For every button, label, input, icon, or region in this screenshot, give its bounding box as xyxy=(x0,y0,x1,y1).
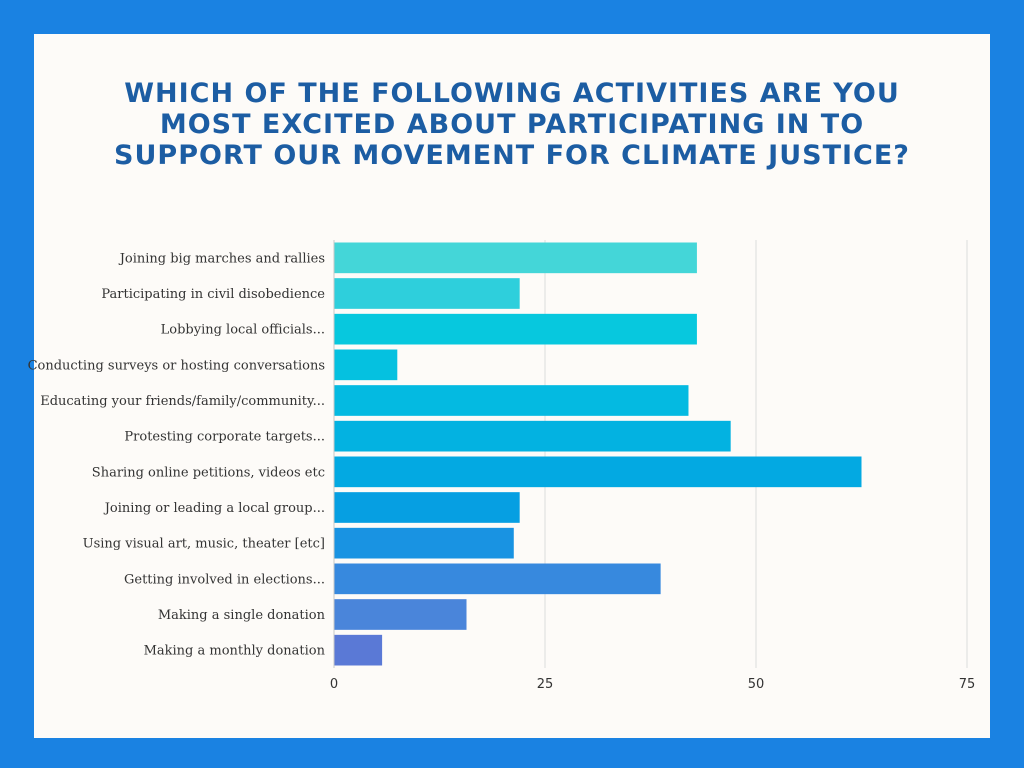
bar xyxy=(334,349,398,381)
category-label: Sharing online petitions, videos etc xyxy=(92,465,325,480)
category-label: Conducting surveys or hosting conversati… xyxy=(28,358,325,373)
category-label: Protesting corporate targets... xyxy=(124,430,325,445)
chart-title: WHICH OF THE FOLLOWING ACTIVITIES ARE YO… xyxy=(34,78,990,171)
chart-title-line-3: SUPPORT OUR MOVEMENT FOR CLIMATE JUSTICE… xyxy=(114,140,910,171)
bar xyxy=(334,242,697,274)
chart-title-line-1: WHICH OF THE FOLLOWING ACTIVITIES ARE YO… xyxy=(124,78,900,109)
category-label: Joining or leading a local group... xyxy=(103,501,325,516)
x-tick-label: 25 xyxy=(537,677,554,692)
bar xyxy=(334,599,467,630)
bar xyxy=(334,420,731,452)
x-tick-label: 75 xyxy=(959,677,976,692)
chart-card: WHICH OF THE FOLLOWING ACTIVITIES ARE YO… xyxy=(34,34,990,738)
bar xyxy=(334,385,689,416)
bar xyxy=(334,456,862,488)
category-label: Joining big marches and rallies xyxy=(118,251,325,266)
x-tick-label: 50 xyxy=(748,677,765,692)
bar xyxy=(334,634,383,666)
bar xyxy=(334,492,520,523)
category-label: Participating in civil disobedience xyxy=(101,287,325,302)
category-label: Getting involved in elections... xyxy=(124,572,325,587)
bar xyxy=(334,527,514,559)
x-tick-label: 0 xyxy=(330,677,338,692)
chart-title-line-2: MOST EXCITED ABOUT PARTICIPATING IN TO xyxy=(159,109,865,140)
category-label: Using visual art, music, theater [etc] xyxy=(83,537,325,552)
category-label: Making a monthly donation xyxy=(144,644,326,659)
bar xyxy=(334,278,520,309)
bar xyxy=(334,563,661,595)
bar xyxy=(334,313,697,345)
category-label: Educating your friends/family/community.… xyxy=(40,394,325,409)
category-label: Making a single donation xyxy=(158,608,326,623)
category-label: Lobbying local officials... xyxy=(161,323,325,338)
